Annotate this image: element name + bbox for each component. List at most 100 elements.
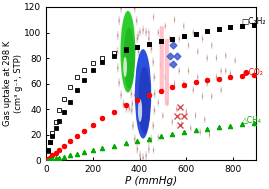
Text: ●CO₂: ●CO₂ [242,68,263,77]
Circle shape [136,81,137,84]
Text: △CH₄: △CH₄ [242,116,262,125]
Circle shape [216,76,217,79]
Circle shape [153,13,154,21]
Circle shape [123,102,124,105]
Circle shape [188,41,189,49]
Circle shape [209,131,210,139]
Circle shape [190,127,191,130]
Circle shape [154,89,155,98]
Circle shape [129,107,130,110]
Circle shape [132,57,134,66]
Circle shape [137,31,139,40]
Circle shape [134,47,135,50]
Circle shape [160,41,161,49]
Circle shape [216,57,217,60]
Circle shape [134,4,136,13]
Circle shape [148,145,150,154]
Circle shape [174,80,175,88]
Circle shape [165,73,166,81]
Circle shape [193,29,194,36]
Circle shape [154,92,155,95]
Circle shape [139,28,141,37]
Circle shape [190,125,192,132]
Circle shape [137,64,139,72]
Circle shape [136,145,138,154]
Circle shape [136,78,137,87]
Circle shape [121,11,135,93]
Circle shape [117,64,119,72]
Circle shape [154,76,155,79]
Circle shape [179,67,180,75]
Circle shape [131,73,133,82]
Circle shape [129,104,130,113]
Circle shape [142,153,144,162]
Circle shape [204,115,206,123]
Circle shape [145,28,147,37]
Circle shape [153,16,154,19]
Circle shape [131,89,132,98]
Circle shape [195,114,196,117]
Circle shape [234,57,236,64]
Circle shape [172,118,173,126]
Circle shape [145,151,147,160]
Circle shape [123,57,127,77]
Circle shape [160,61,161,68]
Circle shape [181,121,182,128]
Circle shape [181,123,182,126]
Circle shape [188,69,189,72]
Circle shape [139,151,141,160]
Circle shape [169,35,171,43]
Circle shape [197,50,198,53]
FancyBboxPatch shape [160,26,164,93]
Circle shape [136,16,137,25]
Circle shape [176,105,178,113]
Circle shape [132,102,133,105]
FancyBboxPatch shape [165,39,169,105]
Circle shape [117,47,118,56]
Circle shape [216,73,217,81]
Circle shape [179,35,180,43]
Circle shape [126,104,127,113]
Circle shape [134,137,135,141]
Circle shape [197,76,198,79]
Circle shape [202,93,203,100]
Circle shape [138,47,139,56]
Circle shape [193,86,194,94]
Circle shape [117,31,119,40]
Circle shape [204,118,205,121]
Text: □C₂H₂: □C₂H₂ [241,16,266,26]
Circle shape [174,82,175,85]
Circle shape [216,54,217,62]
Circle shape [134,94,135,97]
Circle shape [209,133,210,136]
Circle shape [136,19,137,22]
Circle shape [123,0,124,1]
Circle shape [150,44,152,53]
Circle shape [167,101,168,104]
Circle shape [153,149,154,151]
Circle shape [160,63,161,66]
Circle shape [132,0,133,1]
Circle shape [148,148,149,151]
Circle shape [211,41,213,49]
Circle shape [162,112,164,119]
Circle shape [197,48,199,56]
Circle shape [188,44,189,47]
Circle shape [126,107,127,110]
Circle shape [160,44,161,47]
Circle shape [152,121,154,130]
Circle shape [138,99,142,122]
Circle shape [174,16,175,24]
Circle shape [174,18,175,21]
Circle shape [211,93,213,100]
Circle shape [117,50,118,53]
Circle shape [225,52,226,59]
Circle shape [202,35,203,43]
Circle shape [148,34,150,43]
Circle shape [135,49,151,139]
Circle shape [151,47,152,50]
Circle shape [195,112,196,119]
Circle shape [199,128,201,136]
Circle shape [211,95,212,98]
Circle shape [183,80,185,88]
